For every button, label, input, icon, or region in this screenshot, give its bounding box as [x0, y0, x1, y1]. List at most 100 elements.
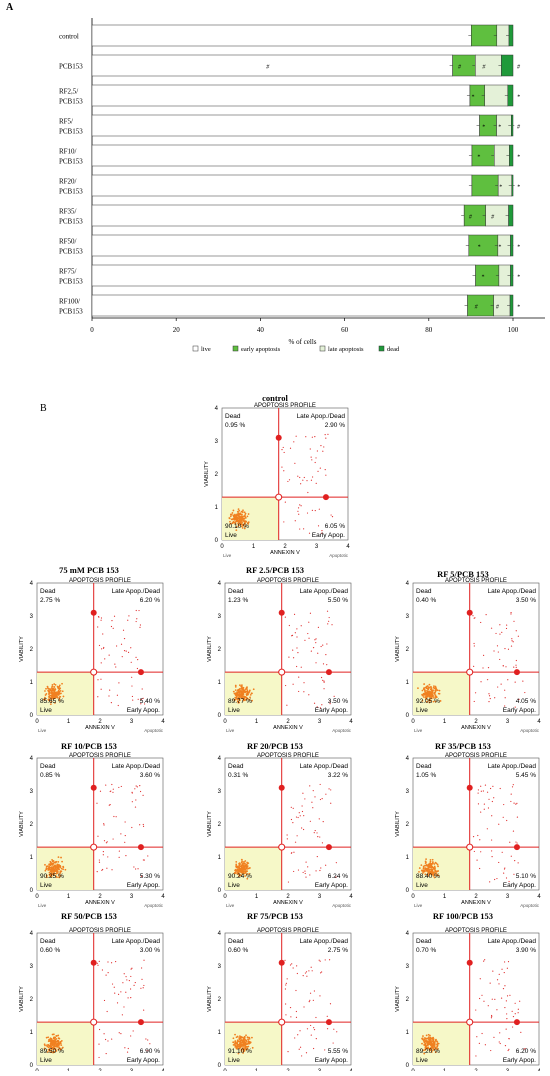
- event-dot-late: [131, 792, 133, 794]
- x-tick-label: 4: [349, 719, 353, 725]
- event-dot-late: [515, 664, 517, 666]
- quadrant-late-label: Late Apop./Dead: [300, 588, 349, 595]
- event-dot-late: [319, 960, 321, 962]
- event-dot-early: [319, 707, 321, 709]
- event-dot: [52, 870, 55, 873]
- event-dot-late: [137, 659, 139, 661]
- event-dot: [231, 512, 234, 514]
- event-dot-early: [508, 880, 510, 883]
- event-dot-late: [312, 999, 314, 1001]
- event-dot-late: [128, 979, 130, 982]
- event-dot-late: [130, 647, 132, 649]
- event-dot-late: [482, 667, 484, 669]
- x-tick-label: 0: [220, 544, 224, 550]
- event-dot: [50, 874, 53, 877]
- apoptosis-plot: RF 2.5/PCB 153 APOPTOSIS PROFILE Dead 1.23 …: [207, 565, 353, 733]
- y-tick-label: 4: [215, 406, 219, 412]
- event-dot-early: [145, 1038, 147, 1040]
- event-dot-early: [143, 703, 146, 705]
- quadrant-early-label: Early Apop.: [503, 1057, 536, 1064]
- event-dot-early: [325, 864, 327, 866]
- y-tick-label: 3: [218, 614, 222, 620]
- event-dot-late: [285, 982, 287, 984]
- event-dot-late: [306, 480, 308, 482]
- event-dot-late: [97, 626, 99, 628]
- bar-dead: [508, 24, 514, 47]
- event-dot: [54, 867, 57, 869]
- legend-label: live: [201, 346, 211, 353]
- y-axis-label: VIABILITY: [395, 636, 401, 662]
- event-dot-late: [296, 972, 298, 975]
- event-dot: [242, 509, 244, 512]
- event-dot: [243, 517, 246, 520]
- event-dot-early: [304, 872, 306, 875]
- event-dot: [242, 866, 245, 869]
- event-dot: [238, 864, 241, 867]
- event-dot-early: [481, 1032, 483, 1035]
- event-dot-late: [513, 802, 515, 804]
- event-dot-late: [321, 971, 323, 973]
- event-dot-early: [504, 1045, 507, 1047]
- event-dot-late: [310, 966, 312, 968]
- event-dot-late: [127, 619, 129, 621]
- event-dot-late: [304, 639, 306, 641]
- event-dot-late: [285, 1014, 287, 1016]
- event-dot-late: [314, 461, 316, 464]
- event-dot: [427, 690, 430, 693]
- event-dot-late: [325, 793, 327, 795]
- event-dot: [48, 1044, 50, 1047]
- event-dot: [424, 868, 427, 871]
- event-dot: [62, 695, 65, 698]
- quadrant-late-label: Late Apop./Dead: [488, 938, 537, 945]
- event-dot-early: [137, 868, 139, 870]
- event-dot-late: [142, 825, 145, 827]
- significance-mark: *: [499, 185, 502, 191]
- event-dot: [236, 1044, 239, 1047]
- event-dot-late: [310, 456, 312, 458]
- event-dot-late: [139, 624, 142, 626]
- event-dot: [428, 1041, 431, 1044]
- significance-mark: *: [517, 305, 520, 311]
- apoptosis-plot: RF 20/PCB 153 APOPTOSIS PROFILE Dead 0.31 %…: [207, 741, 353, 908]
- event-dot: [241, 688, 244, 691]
- event-dot-late: [312, 647, 315, 649]
- bar-live: [91, 294, 468, 317]
- event-dot-early: [321, 532, 323, 534]
- y-tick-label: 2: [406, 997, 410, 1003]
- event-dot: [45, 1036, 48, 1039]
- event-dot-late: [97, 964, 99, 966]
- event-dot: [242, 699, 245, 702]
- event-dot-late: [142, 823, 144, 826]
- event-dot-late: [96, 802, 98, 804]
- quadrant-live-label: Live: [228, 1057, 240, 1064]
- event-dot: [252, 688, 255, 691]
- event-dot: [51, 1033, 54, 1036]
- event-dot-early: [108, 695, 110, 697]
- event-dot-late: [480, 621, 482, 624]
- event-dot: [61, 1046, 64, 1049]
- event-dot-late: [286, 834, 288, 836]
- event-dot-late: [321, 798, 323, 800]
- event-dot-late: [129, 988, 132, 990]
- event-dot-early: [491, 850, 493, 852]
- event-dot-late: [490, 1017, 493, 1019]
- event-dot-late: [324, 959, 326, 961]
- event-dot-late: [491, 800, 493, 803]
- event-dot-late: [492, 785, 494, 788]
- event-dot: [54, 864, 56, 867]
- event-dot: [232, 690, 235, 693]
- event-dot-late: [487, 666, 490, 669]
- event-dot-early: [500, 683, 502, 685]
- quadrant-late-label: Late Apop./Dead: [300, 763, 349, 770]
- event-dot: [433, 697, 435, 699]
- y-tick-label: 1: [30, 1030, 34, 1036]
- event-dot-early: [299, 1030, 301, 1032]
- x-tick-label: 1: [443, 894, 447, 900]
- event-dot: [422, 696, 425, 698]
- event-dot-late: [105, 974, 107, 976]
- significance-mark: #: [496, 305, 500, 311]
- event-dot: [44, 694, 47, 696]
- event-dot-early: [475, 1055, 477, 1057]
- event-dot: [49, 1040, 52, 1042]
- event-dot: [436, 863, 439, 866]
